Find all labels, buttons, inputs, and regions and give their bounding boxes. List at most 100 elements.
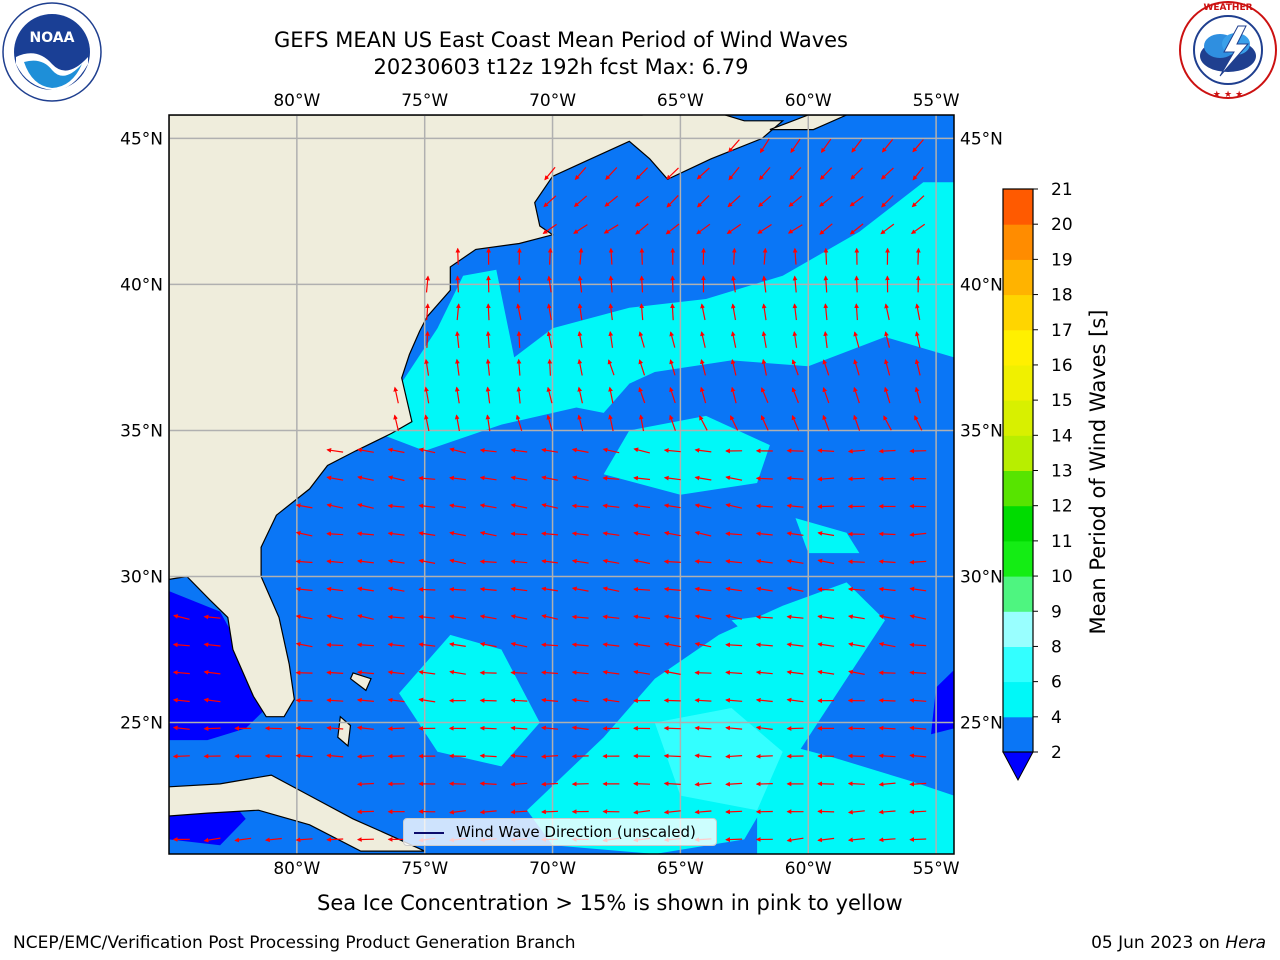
direction-arrow [577,414,584,432]
direction-arrow [728,166,740,181]
direction-arrow [633,642,651,647]
direction-arrow [608,247,614,265]
direction-arrow [571,614,589,620]
svg-text:★ ★ ★: ★ ★ ★ [1213,90,1243,100]
direction-arrow [547,358,553,376]
direction-arrow [666,194,679,208]
direction-arrow [847,476,865,482]
colorbar-tick-label: 15 [1051,391,1073,411]
direction-arrow [663,530,681,537]
direction-arrow [510,670,528,676]
direction-arrow [878,753,896,759]
direction-arrow [786,475,804,481]
direction-arrow [541,475,558,481]
direction-arrow [755,697,773,703]
direction-arrow [516,386,522,404]
direction-arrow [571,447,589,453]
direction-arrow [203,726,221,731]
direction-arrow [725,559,743,564]
direction-arrow [485,330,491,348]
direction-arrow [485,303,491,321]
direction-arrow [357,475,374,481]
direction-arrow [663,753,681,759]
direction-arrow [755,476,773,481]
direction-arrow [571,475,589,481]
direction-arrow [914,358,921,376]
direction-arrow [817,476,835,482]
direction-arrow [326,725,344,731]
direction-arrow [666,167,679,180]
direction-arrow [577,358,583,376]
direction-arrow [602,503,620,509]
direction-arrow [878,531,896,537]
direction-arrow [546,414,553,432]
direction-arrow [696,223,711,235]
graticule [169,115,954,854]
direction-arrow [847,559,865,565]
direction-arrow [541,614,558,620]
direction-arrow [541,670,559,675]
direction-arrow [669,414,676,431]
direction-arrow [387,531,405,537]
footer-host: Hera [1225,933,1266,953]
direction-arrow [639,247,645,265]
colorbar-tick-label: 21 [1051,180,1073,200]
direction-arrow [577,386,583,404]
colorbar-segment [1003,576,1033,612]
direction-arrow [788,195,802,207]
direction-arrow [822,414,830,431]
direction-arrow [418,531,436,536]
direction-arrow [878,559,896,564]
direction-arrow [817,614,835,620]
colorbar-segment [1003,540,1033,577]
chart-title: GEFS MEAN US East Coast Mean Period of W… [274,28,848,52]
direction-arrow [541,642,559,648]
lat-tick-label-left: 45°N [120,129,163,149]
direction-arrow [760,387,769,404]
direction-arrow [847,586,865,592]
noaa-logo-text: NOAA [30,30,75,46]
direction-arrow [789,167,802,181]
direction-arrow [694,586,712,592]
colorbar-tick-label: 10 [1051,567,1073,587]
direction-arrow [571,642,589,648]
direction-arrow [786,642,804,648]
direction-arrow [424,414,430,432]
lat-tick-label-left: 35°N [120,421,163,441]
direction-arrow [356,725,374,731]
direction-arrow [326,753,344,759]
direction-arrow [479,781,497,787]
direction-arrow [424,358,430,376]
direction-arrow [663,503,681,509]
direction-arrow [479,809,497,815]
direction-arrow [455,275,461,293]
direction-arrow [731,303,737,321]
direction-arrow [571,503,589,509]
direction-arrow [849,195,864,207]
direction-arrow [602,669,620,675]
direction-arrow [479,725,497,731]
direction-arrow [792,303,798,321]
direction-arrow [173,614,190,620]
direction-arrow [669,331,676,348]
direction-arrow [759,138,770,154]
direction-arrow [786,614,804,620]
direction-arrow [602,586,620,592]
direction-arrow [510,725,528,731]
direction-arrow [172,753,190,759]
colorbar-segment [1003,259,1033,296]
colorbar-tick-label: 16 [1051,356,1073,376]
direction-arrow [418,503,436,509]
direction-arrow [819,167,833,180]
direction-arrow [510,753,528,759]
sea-ice-note: Sea Ice Concentration > 15% is shown in … [317,891,903,915]
direction-arrow [881,195,894,208]
direction-arrow [880,167,894,180]
direction-arrow [755,670,773,675]
direction-arrow [387,503,405,509]
direction-arrow [725,781,743,787]
direction-arrow [602,642,620,648]
direction-arrow [823,247,829,265]
colorbar-tick-label: 6 [1051,673,1062,693]
